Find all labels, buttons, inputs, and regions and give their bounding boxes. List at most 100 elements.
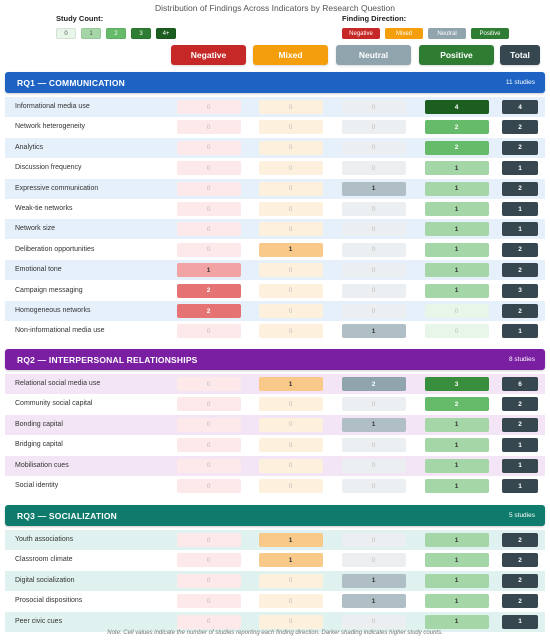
- cell-neutral: 0: [341, 140, 406, 155]
- cell-positive: 3: [424, 377, 489, 391]
- cell-neutral: 0: [341, 553, 406, 568]
- cell-negative: 0: [176, 614, 241, 629]
- cell-positive: 1: [424, 533, 489, 547]
- cell-neutral: 0: [341, 614, 406, 629]
- indicator-row: Mobilisation cues 0 0 0 1 1: [5, 455, 545, 476]
- cell-positive: 1: [424, 614, 489, 629]
- cell-neutral: 2: [341, 377, 406, 391]
- indicator-row: Classroom climate 0 1 0 1 2: [5, 550, 545, 570]
- indicator-label: Community social capital: [15, 400, 93, 408]
- indicator-row: Network heterogeneity 0 0 0 2 2: [5, 117, 545, 137]
- cell-positive: 1: [424, 283, 489, 298]
- section-study-count: 11 studies: [505, 79, 535, 86]
- cell-neutral: 1: [341, 417, 406, 432]
- cell-total: 2: [502, 533, 538, 547]
- indicator-row: Non-informational media use 0 0 1 0 1: [5, 321, 545, 341]
- cell-total: 3: [502, 283, 538, 298]
- cell-positive: 2: [424, 120, 489, 135]
- indicator-label: Relational social media use: [15, 380, 101, 387]
- cell-neutral: 0: [341, 120, 406, 135]
- cell-positive: 1: [424, 479, 489, 493]
- cell-mixed: 0: [258, 614, 323, 629]
- direction-legend-neutral: Neutral: [428, 28, 466, 39]
- cell-neutral: 0: [341, 222, 406, 237]
- cell-negative: 0: [176, 202, 241, 216]
- cell-mixed: 1: [258, 533, 323, 547]
- cell-negative: 0: [176, 100, 241, 114]
- cell-positive: 1: [424, 263, 489, 278]
- cell-total: 1: [502, 614, 538, 629]
- cell-neutral: 1: [341, 573, 406, 588]
- cell-total: 2: [502, 242, 538, 257]
- indicator-row: Peer civic cues 0 0 0 1 1: [5, 611, 545, 632]
- section-study-count: 5 studies: [508, 512, 535, 519]
- direction-legend-mixed: Mixed: [385, 28, 423, 39]
- indicator-label: Analytics: [15, 143, 44, 151]
- cell-mixed: 1: [258, 553, 323, 568]
- cell-neutral: 0: [341, 161, 406, 176]
- cell-negative: 0: [176, 181, 241, 196]
- chart-title: Distribution of Findings Across Indicato…: [154, 3, 395, 13]
- cell-neutral: 0: [341, 533, 406, 547]
- cell-total: 2: [502, 181, 538, 196]
- cell-neutral: 1: [341, 324, 406, 339]
- cell-mixed: 0: [258, 304, 323, 318]
- cell-total: 2: [502, 417, 538, 432]
- cell-negative: 0: [176, 533, 241, 547]
- cell-negative: 1: [176, 263, 241, 278]
- cell-negative: 0: [176, 417, 241, 432]
- cell-total: 2: [502, 304, 538, 318]
- section-title: RQ1 — COMMUNICATION: [17, 77, 125, 88]
- cell-negative: 0: [176, 594, 241, 609]
- indicator-row: Weak-tie networks 0 0 0 1 1: [5, 199, 545, 219]
- study-count-legend: 0 1 2 3 4+: [56, 28, 176, 39]
- cell-mixed: 0: [258, 100, 323, 114]
- chart-note: Note: Cell values indicate the number of…: [107, 630, 443, 636]
- cell-total: 1: [502, 458, 538, 473]
- indicator-row: Social identity 0 0 0 1 1: [5, 476, 545, 496]
- cell-positive: 0: [424, 304, 489, 318]
- cell-negative: 0: [176, 222, 241, 237]
- indicator-row: Relational social media use 0 1 2 3 6: [5, 374, 545, 394]
- indicator-row: Bridging capital 0 0 0 1 1: [5, 435, 545, 455]
- cell-neutral: 0: [341, 479, 406, 493]
- indicator-row: Informational media use 0 0 0 4 4: [5, 97, 545, 117]
- cell-negative: 0: [176, 553, 241, 568]
- direction-legend-positive: Positive: [471, 28, 509, 39]
- cell-mixed: 0: [258, 438, 323, 453]
- cell-total: 2: [502, 573, 538, 588]
- cell-total: 2: [502, 397, 538, 412]
- cell-positive: 1: [424, 202, 489, 216]
- indicator-row: Deliberation opportunities 0 1 0 1 2: [5, 240, 545, 260]
- indicator-label: Non-informational media use: [15, 327, 105, 335]
- cell-total: 2: [502, 263, 538, 278]
- cell-mixed: 0: [258, 202, 323, 216]
- cell-neutral: 0: [341, 263, 406, 278]
- cell-mixed: 0: [258, 222, 323, 237]
- indicator-label: Bonding capital: [15, 420, 63, 428]
- indicator-label: Bridging capital: [15, 441, 63, 449]
- indicator-row: Homogeneous networks 2 0 0 0 2: [5, 301, 545, 321]
- cell-positive: 1: [424, 222, 489, 237]
- indicator-row: Prosocial dispositions 0 0 1 1 2: [5, 591, 545, 611]
- cell-negative: 0: [176, 458, 241, 473]
- direction-legend-label: Finding Direction:: [342, 14, 407, 23]
- cell-total: 2: [502, 594, 538, 609]
- indicator-label: Weak-tie networks: [15, 205, 73, 212]
- cell-negative: 0: [176, 377, 241, 391]
- cell-negative: 0: [176, 242, 241, 257]
- cell-positive: 1: [424, 458, 489, 473]
- indicator-row: Network size 0 0 0 1 1: [5, 219, 545, 240]
- indicator-label: Social identity: [15, 482, 59, 489]
- indicator-label: Network heterogeneity: [15, 123, 86, 131]
- cell-neutral: 0: [341, 283, 406, 298]
- indicator-label: Network size: [15, 225, 56, 233]
- section-header: RQ3 — SOCIALIZATION 5 studies: [5, 505, 545, 526]
- cell-positive: 2: [424, 140, 489, 155]
- section-title: RQ3 — SOCIALIZATION: [17, 510, 117, 521]
- cell-mixed: 0: [258, 458, 323, 473]
- cell-negative: 0: [176, 479, 241, 493]
- cell-mixed: 0: [258, 263, 323, 278]
- count-legend-swatch: 2: [106, 28, 126, 39]
- cell-mixed: 1: [258, 242, 323, 257]
